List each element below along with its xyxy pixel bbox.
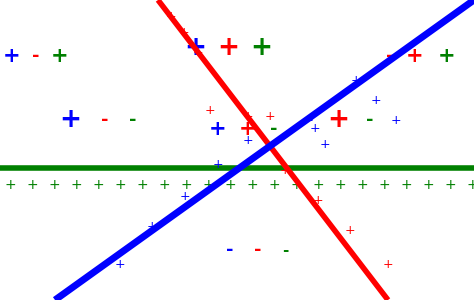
Text: +: + [70, 178, 82, 192]
Text: +: + [92, 178, 104, 192]
Text: +: + [406, 46, 424, 66]
Text: +: + [224, 178, 236, 192]
Text: +: + [26, 178, 38, 192]
Text: -: - [306, 111, 314, 129]
Text: -: - [366, 111, 374, 129]
Text: +: + [310, 122, 320, 136]
Text: +: + [180, 190, 191, 202]
Text: +: + [313, 194, 323, 206]
Text: +: + [115, 257, 125, 271]
Text: +: + [268, 178, 280, 192]
Text: +: + [422, 178, 434, 192]
Text: +: + [202, 178, 214, 192]
Text: -: - [386, 47, 394, 65]
Text: -: - [270, 120, 278, 138]
Text: +: + [351, 74, 361, 86]
Text: +: + [371, 94, 381, 106]
Text: +: + [334, 178, 346, 192]
Text: +: + [280, 164, 290, 176]
Text: +: + [378, 178, 390, 192]
Text: +: + [217, 35, 239, 61]
Text: +: + [400, 178, 412, 192]
Text: +: + [114, 178, 126, 192]
Text: +: + [319, 139, 330, 152]
Text: -: - [101, 111, 109, 129]
Text: +: + [180, 178, 192, 192]
Text: +: + [179, 26, 189, 38]
Text: +: + [59, 107, 81, 133]
Text: +: + [239, 119, 257, 139]
Text: +: + [383, 257, 393, 271]
Text: +: + [438, 46, 456, 66]
Text: +: + [193, 46, 203, 59]
Text: +: + [4, 178, 16, 192]
Text: +: + [243, 134, 253, 146]
Text: +: + [205, 103, 215, 116]
Text: +: + [444, 178, 456, 192]
Text: -: - [32, 47, 40, 65]
Text: +: + [184, 35, 206, 61]
Text: +: + [243, 110, 253, 124]
Text: +: + [209, 119, 227, 139]
Text: -: - [282, 242, 288, 257]
Text: +: + [158, 178, 170, 192]
Text: +: + [345, 224, 356, 238]
Text: +: + [466, 178, 474, 192]
Text: +: + [166, 10, 176, 22]
Text: +: + [213, 158, 223, 170]
Text: +: + [391, 113, 401, 127]
Text: -: - [254, 241, 262, 259]
Text: -: - [226, 241, 234, 259]
Text: +: + [146, 220, 157, 232]
Text: +: + [356, 178, 368, 192]
Text: +: + [250, 35, 272, 61]
Text: +: + [327, 107, 349, 133]
Text: +: + [48, 178, 60, 192]
Text: +: + [3, 46, 21, 66]
Text: -: - [129, 111, 137, 129]
Text: +: + [290, 178, 302, 192]
Text: +: + [312, 178, 324, 192]
Text: +: + [51, 46, 69, 66]
Text: +: + [246, 178, 258, 192]
Text: +: + [264, 110, 275, 124]
Text: +: + [136, 178, 148, 192]
